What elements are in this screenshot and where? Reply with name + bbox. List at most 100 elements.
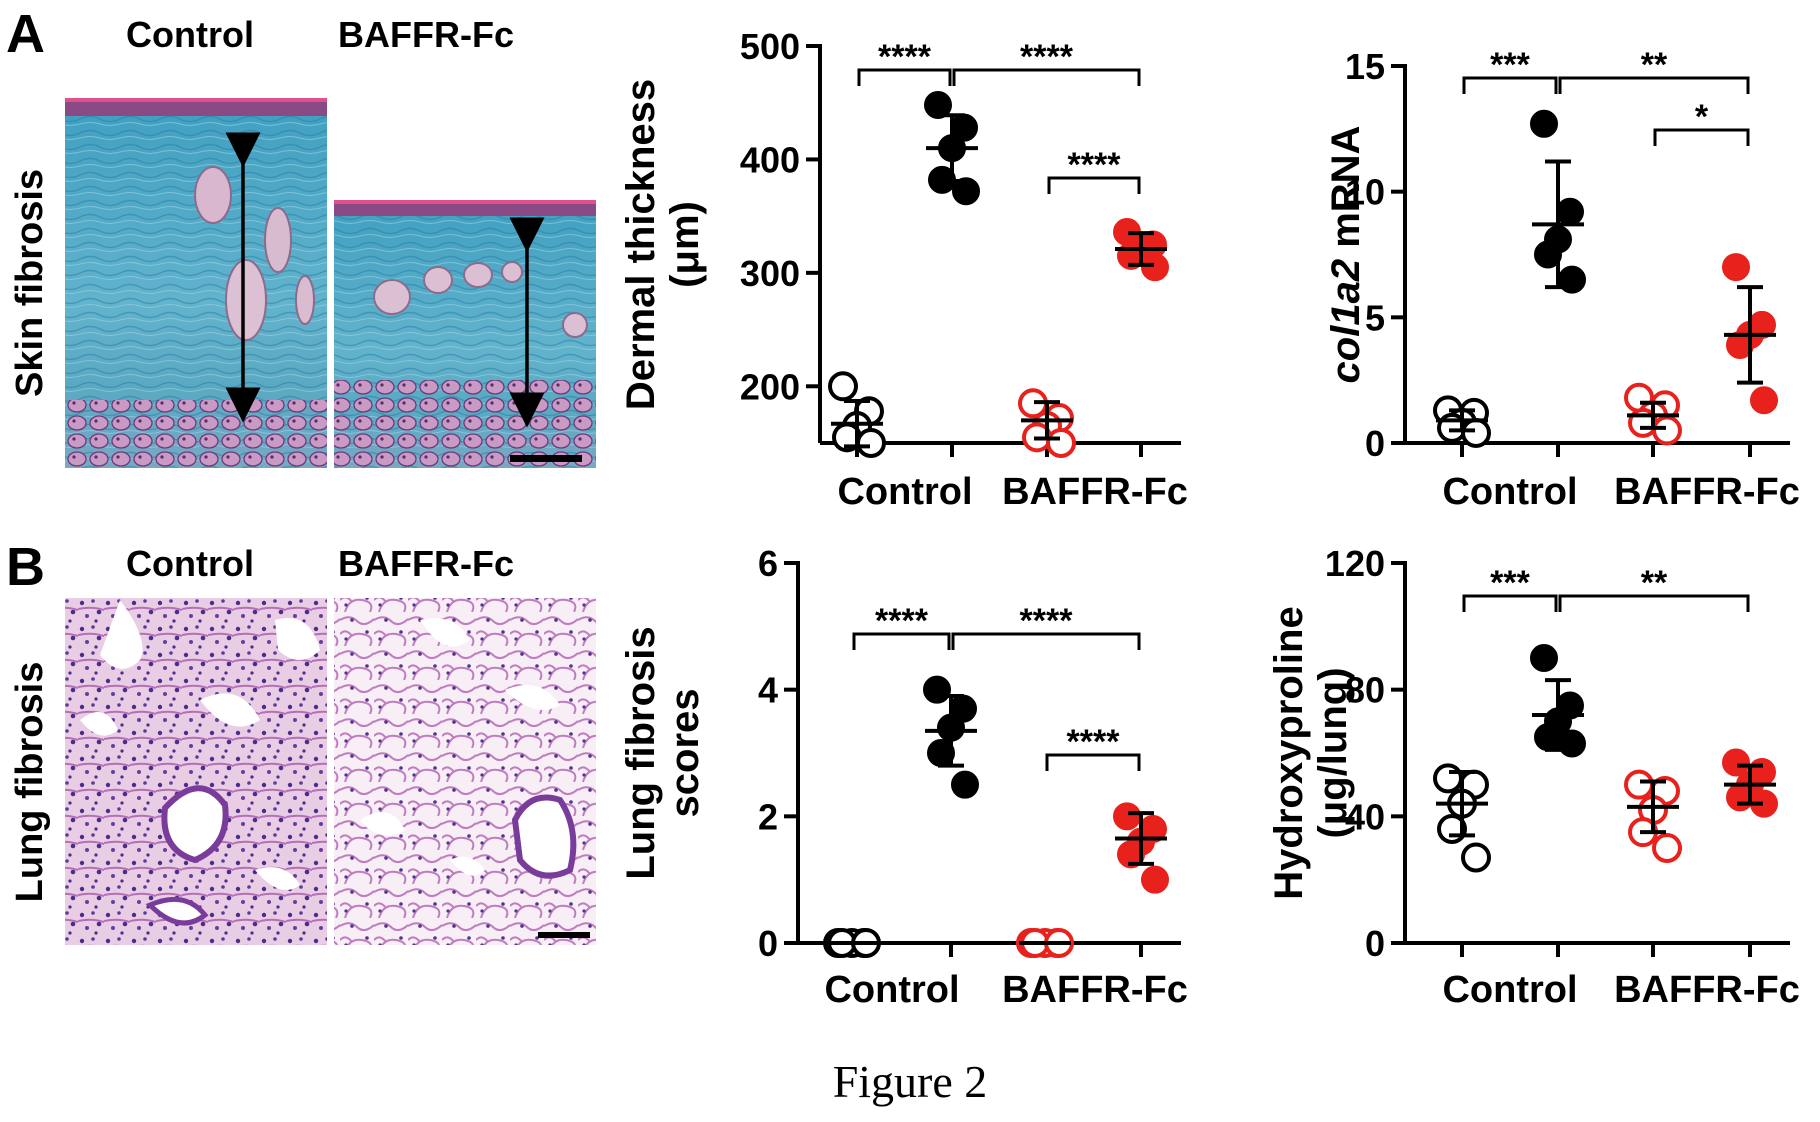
col1a2-bracket-0: [1462, 76, 1558, 94]
dermal-point-0-4: [856, 428, 886, 458]
hydroxyproline-group-label-0: Control: [1442, 969, 1577, 1011]
lungscore-point-3-0: [1113, 802, 1141, 831]
lungscore-bracket-label-1: ****: [1020, 602, 1074, 640]
lungscore-ylabel-line-1: scores: [663, 689, 707, 818]
col1a2-point-3-3: [1726, 330, 1754, 359]
hydroxyproline-point-2-0: [1624, 769, 1654, 800]
lungscore-bracket-label-2: ****: [1067, 723, 1121, 761]
hydroxyproline-ylabel-line-0: Hydroxyproline: [1267, 606, 1311, 899]
panel-a-letter: A: [6, 4, 45, 64]
chart-lung-fibrosis-scores: 0 2 4 6 Control BAFFR-Fc Lung fibrosisscores **…: [619, 543, 1188, 1011]
col1a2-ylabel-line-0: col1a2 mRNA: [1324, 126, 1368, 384]
dermal-point-3-4: [1141, 253, 1169, 282]
col1a2-point-1-1: [1556, 197, 1584, 226]
col1a2-bracket-label-2: *: [1695, 98, 1709, 136]
lungscore-bracket-2: [1045, 753, 1141, 771]
lungscore-ylabel-line-0: Lung fibrosis: [619, 626, 663, 879]
panel-b-letter: B: [6, 537, 45, 597]
hydroxyproline-bracket-label-1: **: [1641, 564, 1668, 602]
lungscore-point-1-0: [923, 675, 951, 704]
hydroxyproline-ytick-label-1: 40: [1345, 796, 1385, 837]
lung-baffr-image: [334, 598, 596, 945]
dermal-ytick-label-3: 500: [740, 26, 800, 67]
hydroxyproline-bracket-0: [1462, 594, 1558, 612]
lungscore-bracket-1: [951, 632, 1141, 650]
hydroxyproline-ytick-label-3: 120: [1325, 543, 1385, 584]
panel-b-label-baffr: BAFFR-Fc: [338, 543, 514, 584]
dermal-bracket-2: [1047, 176, 1141, 194]
chart-dermal-thickness: 200 300 400 500 Control BAFFR-Fc Dermal thickn…: [619, 26, 1188, 513]
col1a2-bracket-2: [1653, 128, 1750, 146]
lungscore-point-3-4: [1141, 865, 1169, 894]
panel-a-label-baffr: BAFFR-Fc: [338, 14, 514, 55]
lungscore-point-3-3: [1117, 840, 1145, 869]
hydroxyproline-point-1-0: [1530, 644, 1558, 672]
lungscore-bracket-label-0: ****: [875, 602, 929, 640]
hydroxyproline-point-0-0: [1433, 763, 1463, 794]
dermal-ytick-label-0: 200: [740, 366, 800, 407]
lungscore-ytick-label-2: 4: [758, 670, 778, 711]
col1a2-point-3-4: [1750, 386, 1778, 415]
dermal-ylabel-line-0: Dermal thickness: [619, 79, 663, 410]
lungscore-ytick-label-0: 0: [758, 923, 778, 964]
dermal-ytick-label-2: 400: [740, 139, 800, 180]
lungscore-bracket-0: [852, 632, 951, 650]
hydroxyproline-ylabel-line-1: (μg/lung): [1311, 667, 1355, 838]
col1a2-point-3-0: [1722, 253, 1750, 282]
skin-control-image: [65, 98, 327, 468]
panel-b-label-control: Control: [126, 543, 254, 584]
dermal-bracket-1: [952, 68, 1141, 86]
dermal-bracket-label-0: ****: [878, 38, 932, 76]
lungscore-ytick-label-3: 6: [758, 543, 778, 584]
lungscore-point-1-4: [951, 770, 979, 799]
col1a2-point-1-3: [1534, 240, 1562, 269]
lungscore-group-label-0: Control: [824, 969, 959, 1011]
skin-baffr-image: [334, 200, 596, 468]
hydroxyproline-point-2-4: [1652, 833, 1682, 863]
dermal-point-0-0: [828, 371, 858, 402]
dermal-point-1-0: [924, 90, 952, 119]
hydroxyproline-bracket-label-0: ***: [1490, 564, 1530, 602]
chart-hydroxyproline: 0 40 80 120 Control BAFFR-Fc Hydroxyproline(μg…: [1267, 543, 1800, 1011]
hydroxyproline-bracket-1: [1558, 594, 1750, 612]
panel-b-row-label: Lung fibrosis: [9, 662, 51, 903]
dermal-bracket-0: [857, 68, 952, 86]
lungscore-ytick-label-1: 2: [758, 796, 778, 837]
col1a2-group-label-1: BAFFR-Fc: [1614, 471, 1800, 513]
dermal-ylabel-line-1: (μm): [663, 201, 707, 288]
col1a2-ytick-label-0: 0: [1365, 423, 1385, 464]
col1a2-ylabel: col1a2 mRNA: [1324, 126, 1368, 384]
col1a2-bracket-1: [1558, 76, 1750, 94]
dermal-group-label-0: Control: [837, 471, 972, 513]
col1a2-ytick-label-1: 5: [1365, 297, 1385, 338]
col1a2-group-label-0: Control: [1442, 471, 1577, 513]
col1a2-ylabel-italic: col1a2: [1324, 259, 1368, 384]
col1a2-ytick-label-3: 15: [1345, 46, 1385, 87]
figure-caption: Figure 2: [832, 1056, 988, 1107]
hydroxyproline-ytick-label-0: 0: [1365, 923, 1385, 964]
dermal-bracket-label-2: ****: [1068, 146, 1122, 184]
col1a2-point-0-4: [1461, 417, 1491, 448]
lung-control-image: [65, 598, 327, 945]
hydroxyproline-ytick-label-2: 80: [1345, 670, 1385, 711]
dermal-point-1-4: [952, 177, 980, 206]
col1a2-ytick-label-2: 10: [1345, 172, 1385, 213]
dermal-point-2-4: [1046, 428, 1076, 458]
dermal-bracket-label-1: ****: [1020, 38, 1074, 76]
hydroxyproline-group-label-1: BAFFR-Fc: [1614, 969, 1800, 1011]
hydroxyproline-ylabel: Hydroxyproline(μg/lung): [1267, 606, 1355, 899]
dermal-ylabel: Dermal thickness(μm): [619, 79, 707, 410]
dermal-group-label-1: BAFFR-Fc: [1002, 471, 1188, 513]
col1a2-bracket-label-1: **: [1641, 46, 1668, 84]
panel-a-row-label: Skin fibrosis: [9, 169, 51, 397]
lungscore-ylabel: Lung fibrosisscores: [619, 626, 707, 879]
dermal-ytick-label-1: 300: [740, 253, 800, 294]
hydroxyproline-point-3-0: [1722, 748, 1750, 777]
hydroxyproline-point-0-4: [1461, 842, 1491, 873]
col1a2-point-1-0: [1530, 109, 1558, 138]
panel-a-label-control: Control: [126, 14, 254, 55]
col1a2-bracket-label-0: ***: [1490, 46, 1530, 84]
lungscore-group-label-1: BAFFR-Fc: [1002, 969, 1188, 1011]
